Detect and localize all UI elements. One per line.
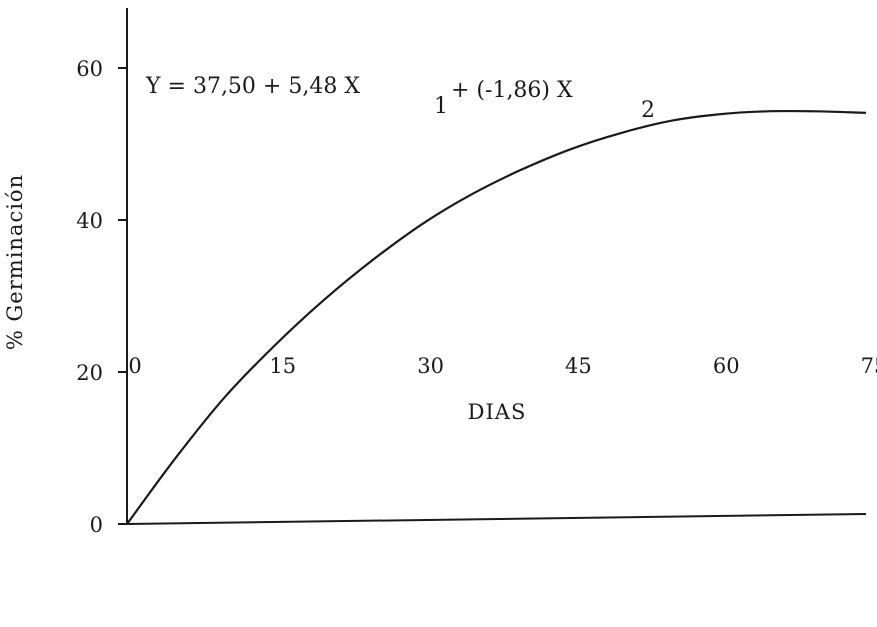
y-tick-label-0: 0: [90, 513, 103, 537]
x-tick-label-45: 45: [565, 354, 592, 378]
equation-subscript-1: 1: [434, 94, 448, 119]
x-tick-label-30: 30: [417, 354, 444, 378]
x-tick-label-15: 15: [269, 354, 296, 378]
x-axis: [126, 513, 867, 525]
series-group: [126, 109, 867, 525]
x-tick-label-60: 60: [713, 354, 740, 378]
y-ticks: 0 20 40 60: [76, 57, 127, 537]
x-tick-label-0: 0: [128, 354, 141, 378]
equation-part-1: Y = 37,50 + 5,48 X: [145, 74, 360, 99]
y-tick-label-60: 60: [76, 57, 103, 81]
x-axis-label: DIAS: [468, 400, 527, 424]
equation-subscript-2: 2: [641, 98, 655, 123]
series-line-0: [126, 109, 867, 525]
equation-part-2: + (-1,86) X: [451, 78, 573, 103]
axes: [126, 8, 867, 525]
x-tick-label-75: 75: [861, 354, 877, 378]
y-axis-label: % Germinación: [3, 174, 27, 350]
x-ticks: 0 15 30 45 60 75: [128, 354, 877, 378]
regression-equation: Y = 37,50 + 5,48 X 1 + (-1,86) X 2: [145, 74, 655, 123]
y-tick-label-40: 40: [76, 209, 103, 233]
y-tick-label-20: 20: [76, 361, 103, 385]
